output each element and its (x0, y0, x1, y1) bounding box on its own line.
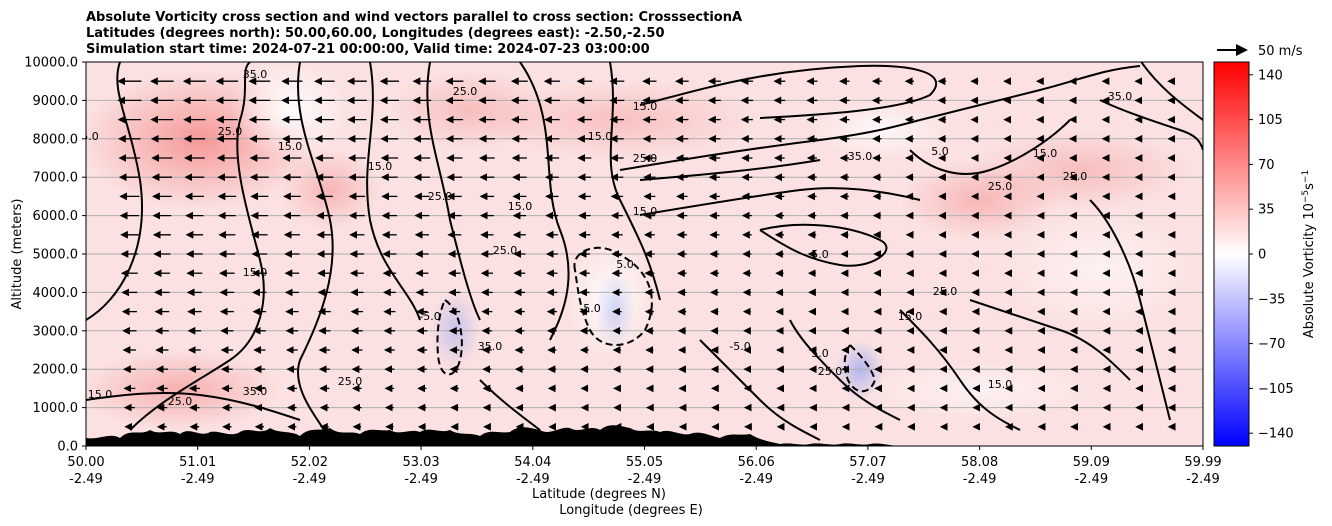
y-tick-label: 2000.0 (33, 363, 79, 378)
y-tick-label: 9000.0 (33, 94, 79, 109)
contour-label: 25.0 (818, 365, 843, 378)
x-tick-label-lon: -2.49 (516, 472, 550, 487)
x-tick-label-lon: -2.49 (404, 472, 438, 487)
colorbar-tick-label: 70 (1258, 158, 1275, 173)
contour-label: 15.0 (898, 310, 923, 323)
chart-title: Absolute Vorticity cross section and win… (86, 10, 742, 57)
contour-label: 5.0 (811, 248, 829, 261)
contour-label: 25.0 (1063, 170, 1088, 183)
colorbar-ticks: 140 105 70 35 0 −35 −70 −105 −140 (1249, 68, 1294, 442)
y-axis: 0.0 1000.0 2000.0 3000.0 4000.0 5000.0 6000.0 7… (24, 56, 86, 455)
x-tick-label-lat: 52.02 (291, 455, 328, 470)
x-tick-label-lon: -2.49 (1074, 472, 1108, 487)
contour-label: 15.0 (588, 130, 613, 143)
contour-label: 25.0 (988, 180, 1013, 193)
contour-label: 15.0 (368, 160, 393, 173)
colorbar-tick-label: −140 (1258, 427, 1294, 442)
contour-label: 15.0 (633, 100, 658, 113)
x-axis-label-latitude: Latitude (degrees N) (532, 487, 666, 502)
contour-label: 25.0 (933, 285, 958, 298)
title-line-3: Simulation start time: 2024-07-21 00:00:… (86, 42, 650, 57)
contour-label: 35.0 (848, 150, 873, 163)
title-line-2: Latitudes (degrees north): 50.00,60.00, … (86, 26, 665, 41)
y-tick-label: 3000.0 (33, 324, 79, 339)
contour-label: 25.0 (428, 190, 453, 203)
contour-label: 5.0 (81, 130, 99, 143)
contour-label: 35.0 (1108, 90, 1133, 103)
colorbar-tick-label: −105 (1258, 382, 1294, 397)
terrain (86, 425, 900, 446)
contour-label: -5.0 (419, 310, 440, 323)
plot-area: 35.0 25.0 15.0 25.0 15.0 25.0 15.0 5.0 25.0 15.0 1… (81, 62, 1203, 446)
x-tick-label-lat: 59.09 (1073, 455, 1110, 470)
contour-label: 5.0 (811, 347, 829, 360)
x-tick-label-lon: -2.49 (181, 472, 215, 487)
wind-vectors (117, 77, 1176, 431)
quiver-key: 50 m/s (1217, 44, 1303, 59)
contour-label: 15.0 (88, 388, 113, 401)
x-tick-label-lon: -2.49 (851, 472, 885, 487)
contour-label: 25.0 (453, 85, 478, 98)
contour-label: 25.0 (218, 125, 243, 138)
contour-label: 5.0 (616, 258, 634, 271)
colorbar-tick-label: 140 (1258, 68, 1283, 83)
colorbar-tick-label: 105 (1258, 113, 1283, 128)
x-tick-label-lon: -2.49 (69, 472, 103, 487)
contour-lines (86, 62, 1203, 441)
colorbar-label: Absolute Vorticity 10−5s−1 (1301, 170, 1317, 338)
x-tick-label-lat: 51.01 (179, 455, 216, 470)
contour-label: 15.0 (1033, 147, 1058, 160)
contour-label: 15.0 (243, 266, 268, 279)
y-tick-label: 6000.0 (33, 209, 79, 224)
x-tick-label-lat: 54.04 (514, 455, 551, 470)
y-tick-label: 10000.0 (24, 56, 78, 71)
contour-label: 25.0 (338, 375, 363, 388)
contour-label: -5.0 (729, 340, 750, 353)
contour-label: 15.0 (278, 140, 303, 153)
contour-label: 5.0 (931, 145, 949, 158)
contour-label: 35.0 (478, 340, 503, 353)
y-tick-label: 4000.0 (33, 286, 79, 301)
contour-label: 35.0 (243, 385, 268, 398)
y-tick-label: 1000.0 (33, 401, 79, 416)
x-tick-label-lat: 56.06 (738, 455, 775, 470)
x-tick-label-lon: -2.49 (1186, 472, 1220, 487)
x-axis: 50.00 -2.49 51.01 -2.49 52.02 -2.49 53.03 -2.49… (67, 446, 1222, 487)
contour-label: -5.0 (579, 302, 600, 315)
x-tick-label-lon: -2.49 (628, 472, 662, 487)
colorbar-tick-label: 0 (1258, 248, 1266, 263)
y-tick-label: 5000.0 (33, 248, 79, 263)
x-tick-label-lat: 50.00 (67, 455, 104, 470)
x-tick-label-lat: 53.03 (402, 455, 439, 470)
x-tick-label-lat: 58.08 (961, 455, 998, 470)
colorbar-gradient (1213, 61, 1250, 447)
x-tick-label-lat: 57.07 (849, 455, 886, 470)
y-axis-label: Altitude (meters) (10, 199, 25, 310)
x-tick-label-lon: -2.49 (293, 472, 327, 487)
y-tick-label: 7000.0 (33, 171, 79, 186)
x-tick-label-lon: -2.49 (739, 472, 773, 487)
colorbar-tick-label: −35 (1258, 292, 1285, 307)
x-tick-label-lat: 55.05 (626, 455, 663, 470)
x-axis-label-longitude: Longitude (degrees E) (559, 503, 703, 518)
title-line-1: Absolute Vorticity cross section and win… (86, 10, 742, 25)
quiver-key-label: 50 m/s (1258, 44, 1303, 59)
x-tick-label-lon: -2.49 (963, 472, 997, 487)
x-tick-label-lat: 59.99 (1184, 455, 1221, 470)
y-tick-label: 8000.0 (33, 132, 79, 147)
colorbar-tick-label: −70 (1258, 337, 1285, 352)
contour-label: 25.0 (493, 244, 518, 257)
colorbar-tick-label: 35 (1258, 203, 1275, 218)
colorbar: 140 105 70 35 0 −35 −70 −105 −140 Absolute Vorti… (1213, 61, 1317, 447)
contour-label: 15.0 (508, 200, 533, 213)
y-tick-label: 0.0 (57, 440, 78, 455)
contour-label: 35.0 (243, 68, 268, 81)
contour-label: 25.0 (168, 395, 193, 408)
